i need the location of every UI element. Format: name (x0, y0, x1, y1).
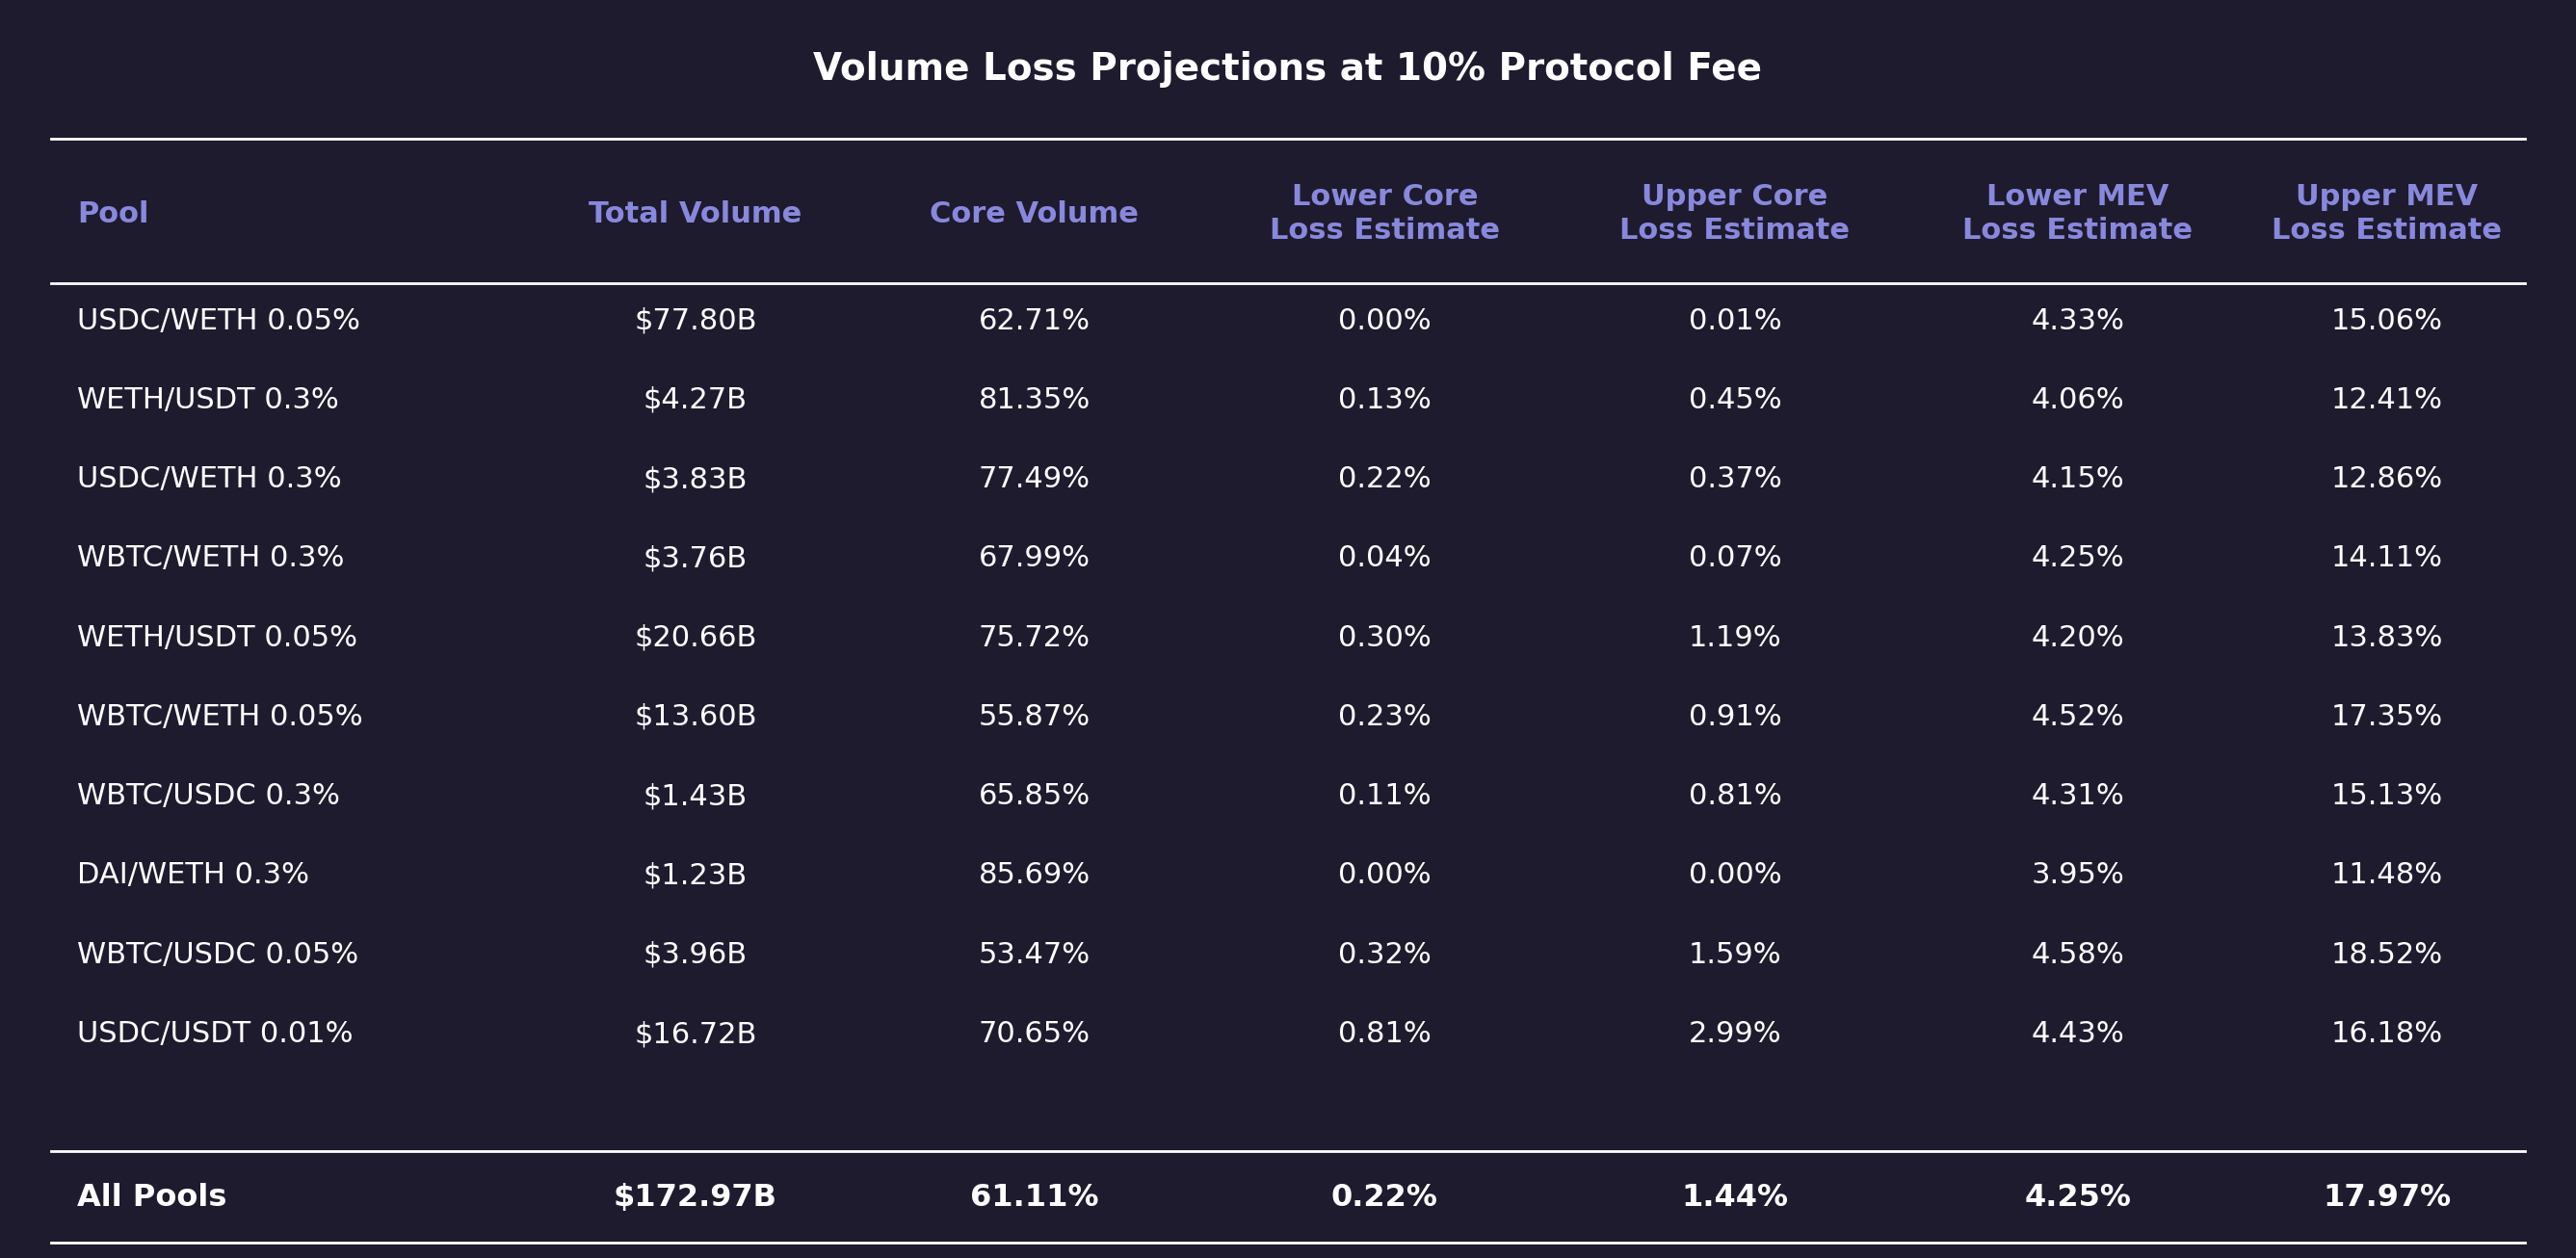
Text: Lower Core
Loss Estimate: Lower Core Loss Estimate (1270, 182, 1499, 245)
Text: $172.97B: $172.97B (613, 1183, 778, 1213)
Text: 4.06%: 4.06% (2030, 386, 2125, 414)
Text: 15.13%: 15.13% (2331, 782, 2442, 810)
Text: 4.15%: 4.15% (2030, 465, 2125, 493)
Text: $16.72B: $16.72B (634, 1020, 757, 1048)
Text: All Pools: All Pools (77, 1183, 227, 1213)
Text: $4.27B: $4.27B (644, 386, 747, 414)
Text: 12.86%: 12.86% (2331, 465, 2442, 493)
Text: 15.06%: 15.06% (2331, 307, 2442, 335)
Text: WBTC/USDC 0.05%: WBTC/USDC 0.05% (77, 941, 358, 969)
Text: USDC/USDT 0.01%: USDC/USDT 0.01% (77, 1020, 353, 1048)
Text: Volume Loss Projections at 10% Protocol Fee: Volume Loss Projections at 10% Protocol … (814, 50, 1762, 88)
Text: 1.59%: 1.59% (1687, 941, 1783, 969)
Text: WBTC/WETH 0.3%: WBTC/WETH 0.3% (77, 545, 345, 572)
Text: 75.72%: 75.72% (979, 624, 1090, 652)
Text: WBTC/USDC 0.3%: WBTC/USDC 0.3% (77, 782, 340, 810)
Text: Pool: Pool (77, 200, 149, 228)
Text: 62.71%: 62.71% (979, 307, 1090, 335)
Text: $3.76B: $3.76B (644, 545, 747, 572)
Text: 70.65%: 70.65% (979, 1020, 1090, 1048)
Text: 0.11%: 0.11% (1337, 782, 1432, 810)
Text: 0.81%: 0.81% (1687, 782, 1783, 810)
Text: 67.99%: 67.99% (979, 545, 1090, 572)
Text: 12.41%: 12.41% (2331, 386, 2442, 414)
Text: 0.04%: 0.04% (1337, 545, 1432, 572)
Text: $3.83B: $3.83B (644, 465, 747, 493)
Text: 18.52%: 18.52% (2331, 941, 2442, 969)
Text: Upper Core
Loss Estimate: Upper Core Loss Estimate (1620, 182, 1850, 245)
Text: $1.23B: $1.23B (644, 862, 747, 889)
Text: USDC/WETH 0.05%: USDC/WETH 0.05% (77, 307, 361, 335)
Text: Core Volume: Core Volume (930, 200, 1139, 228)
Text: 0.07%: 0.07% (1687, 545, 1783, 572)
Text: 65.85%: 65.85% (979, 782, 1090, 810)
Text: 17.97%: 17.97% (2324, 1183, 2450, 1213)
Text: 0.23%: 0.23% (1337, 703, 1432, 731)
Text: DAI/WETH 0.3%: DAI/WETH 0.3% (77, 862, 309, 889)
Text: Lower MEV
Loss Estimate: Lower MEV Loss Estimate (1963, 182, 2192, 245)
Text: 0.00%: 0.00% (1337, 307, 1432, 335)
Text: 4.31%: 4.31% (2030, 782, 2125, 810)
Text: Upper MEV
Loss Estimate: Upper MEV Loss Estimate (2272, 182, 2501, 245)
Text: 4.52%: 4.52% (2030, 703, 2125, 731)
Text: 13.83%: 13.83% (2331, 624, 2442, 652)
Text: 0.30%: 0.30% (1337, 624, 1432, 652)
Text: $77.80B: $77.80B (634, 307, 757, 335)
Text: $1.43B: $1.43B (644, 782, 747, 810)
Text: USDC/WETH 0.3%: USDC/WETH 0.3% (77, 465, 343, 493)
Text: 17.35%: 17.35% (2331, 703, 2442, 731)
Text: Total Volume: Total Volume (590, 200, 801, 228)
Text: 4.20%: 4.20% (2030, 624, 2125, 652)
Text: 0.13%: 0.13% (1337, 386, 1432, 414)
Text: 4.33%: 4.33% (2030, 307, 2125, 335)
Text: 0.00%: 0.00% (1337, 862, 1432, 889)
Text: 0.32%: 0.32% (1337, 941, 1432, 969)
Text: 55.87%: 55.87% (979, 703, 1090, 731)
Text: WETH/USDT 0.3%: WETH/USDT 0.3% (77, 386, 340, 414)
Text: 0.37%: 0.37% (1687, 465, 1783, 493)
Text: 53.47%: 53.47% (979, 941, 1090, 969)
Text: 16.18%: 16.18% (2331, 1020, 2442, 1048)
Text: 77.49%: 77.49% (979, 465, 1090, 493)
Text: 0.00%: 0.00% (1687, 862, 1783, 889)
Text: WBTC/WETH 0.05%: WBTC/WETH 0.05% (77, 703, 363, 731)
Text: 11.48%: 11.48% (2331, 862, 2442, 889)
Text: 3.95%: 3.95% (2030, 862, 2125, 889)
Text: 0.22%: 0.22% (1332, 1183, 1437, 1213)
Text: $13.60B: $13.60B (634, 703, 757, 731)
Text: 81.35%: 81.35% (979, 386, 1090, 414)
Text: 0.45%: 0.45% (1687, 386, 1783, 414)
Text: 14.11%: 14.11% (2331, 545, 2442, 572)
Text: 4.43%: 4.43% (2030, 1020, 2125, 1048)
Text: 0.01%: 0.01% (1687, 307, 1783, 335)
Text: WETH/USDT 0.05%: WETH/USDT 0.05% (77, 624, 358, 652)
Text: $20.66B: $20.66B (634, 624, 757, 652)
Text: 4.58%: 4.58% (2030, 941, 2125, 969)
Text: 1.19%: 1.19% (1687, 624, 1783, 652)
Text: 0.81%: 0.81% (1337, 1020, 1432, 1048)
Text: 1.44%: 1.44% (1682, 1183, 1788, 1213)
Text: 0.91%: 0.91% (1687, 703, 1783, 731)
Text: 85.69%: 85.69% (979, 862, 1090, 889)
Text: 4.25%: 4.25% (2030, 545, 2125, 572)
Text: 4.25%: 4.25% (2025, 1183, 2130, 1213)
Text: $3.96B: $3.96B (644, 941, 747, 969)
Text: 2.99%: 2.99% (1687, 1020, 1783, 1048)
Text: 0.22%: 0.22% (1337, 465, 1432, 493)
Text: 61.11%: 61.11% (971, 1183, 1097, 1213)
